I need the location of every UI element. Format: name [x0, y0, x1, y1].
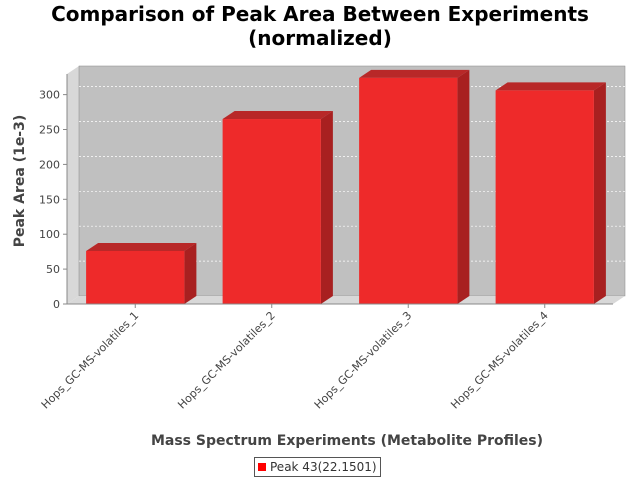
- bar-front: [359, 77, 458, 304]
- y-tick-label: 100: [39, 228, 60, 241]
- bar: [86, 242, 197, 304]
- y-tick-label: 0: [53, 298, 60, 311]
- y-axis: 0 50 100 150 200 250 300: [39, 74, 68, 311]
- x-tick-label: Hops_GC-MS-volatiles_2: [175, 309, 278, 412]
- bar-top: [495, 82, 606, 91]
- bar-side: [184, 242, 197, 304]
- plot-floor: [67, 296, 625, 304]
- chart-title-line-1: Comparison of Peak Area Between Experime…: [51, 2, 589, 26]
- bar-side: [593, 82, 606, 304]
- bar-top: [222, 111, 333, 120]
- plot-left-wall: [67, 66, 79, 304]
- bar-front: [222, 119, 321, 304]
- gridlines: [79, 86, 625, 262]
- y-axis-label: Peak Area (1e-3): [12, 115, 28, 248]
- bar-side: [320, 111, 333, 304]
- bar: [495, 82, 606, 304]
- bars: [86, 69, 606, 304]
- bar-front: [495, 90, 594, 304]
- chart-title-line-2: (normalized): [248, 26, 392, 50]
- legend-label: Peak 43(22.1501): [270, 460, 377, 474]
- y-tick-label: 200: [39, 158, 60, 171]
- bar-top: [86, 242, 197, 251]
- y-tick-label: 50: [46, 263, 60, 276]
- bar-top: [359, 69, 470, 78]
- bar: [359, 69, 470, 304]
- chart-title: Comparison of Peak Area Between Experime…: [0, 2, 640, 50]
- legend: Peak 43(22.1501): [254, 457, 381, 477]
- bar-side: [457, 69, 470, 304]
- x-axis: Hops_GC-MS-volatiles_1 Hops_GC-MS-volatil…: [39, 303, 613, 412]
- x-axis-label: Mass Spectrum Experiments (Metabolite Pr…: [151, 433, 543, 449]
- y-tick-label: 150: [39, 193, 60, 206]
- y-tick-label: 300: [39, 89, 60, 102]
- bar: [222, 111, 333, 304]
- bar-front: [86, 250, 185, 304]
- x-tick-label: Hops_GC-MS-volatiles_3: [312, 309, 415, 412]
- x-tick-label: Hops_GC-MS-volatiles_1: [39, 309, 142, 412]
- x-tick-label: Hops_GC-MS-volatiles_4: [448, 309, 551, 412]
- y-tick-label: 250: [39, 124, 60, 137]
- legend-swatch: [258, 463, 266, 471]
